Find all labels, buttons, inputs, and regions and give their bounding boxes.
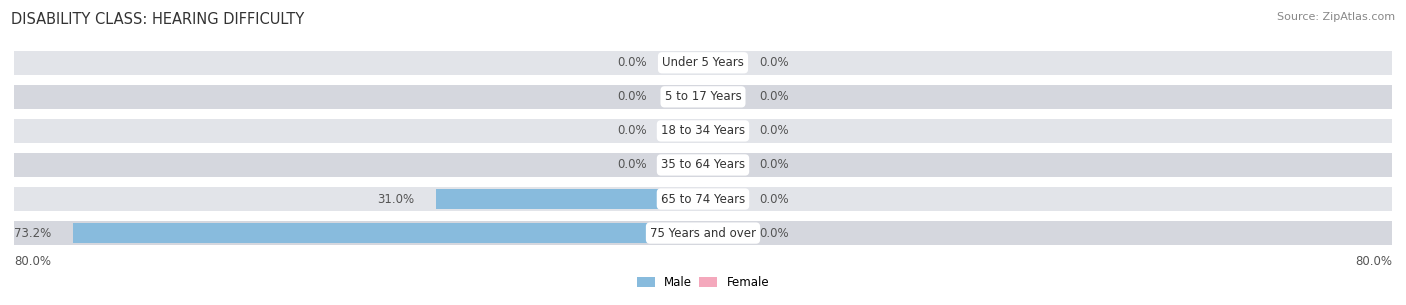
Bar — [73, 223, 703, 243]
Text: 65 to 74 Years: 65 to 74 Years — [661, 192, 745, 206]
Text: 80.0%: 80.0% — [14, 255, 51, 268]
Legend: Male, Female: Male, Female — [637, 276, 769, 289]
Bar — [703, 53, 738, 73]
Text: 80.0%: 80.0% — [1355, 255, 1392, 268]
Text: 18 to 34 Years: 18 to 34 Years — [661, 124, 745, 137]
Text: 35 to 64 Years: 35 to 64 Years — [661, 159, 745, 171]
Bar — [14, 51, 1392, 75]
Text: 0.0%: 0.0% — [759, 192, 789, 206]
Text: 0.0%: 0.0% — [759, 227, 789, 239]
Text: 0.0%: 0.0% — [759, 56, 789, 69]
Bar — [669, 87, 703, 107]
Text: 0.0%: 0.0% — [759, 90, 789, 103]
Bar — [703, 223, 738, 243]
Text: 0.0%: 0.0% — [617, 159, 647, 171]
Bar — [703, 189, 738, 209]
Bar — [669, 53, 703, 73]
Bar — [703, 87, 738, 107]
Text: 0.0%: 0.0% — [617, 56, 647, 69]
Bar — [669, 155, 703, 175]
Text: 0.0%: 0.0% — [617, 124, 647, 137]
Text: DISABILITY CLASS: HEARING DIFFICULTY: DISABILITY CLASS: HEARING DIFFICULTY — [11, 12, 305, 27]
Text: 5 to 17 Years: 5 to 17 Years — [665, 90, 741, 103]
Text: 0.0%: 0.0% — [759, 124, 789, 137]
Bar — [14, 187, 1392, 211]
Bar — [14, 153, 1392, 177]
Text: 73.2%: 73.2% — [14, 227, 51, 239]
Text: Source: ZipAtlas.com: Source: ZipAtlas.com — [1277, 12, 1395, 22]
Text: 0.0%: 0.0% — [759, 159, 789, 171]
Bar — [14, 119, 1392, 143]
Bar — [669, 121, 703, 141]
Bar — [14, 84, 1392, 109]
Text: 0.0%: 0.0% — [617, 90, 647, 103]
Bar — [436, 189, 703, 209]
Text: 75 Years and over: 75 Years and over — [650, 227, 756, 239]
Text: Under 5 Years: Under 5 Years — [662, 56, 744, 69]
Bar — [703, 155, 738, 175]
Bar — [14, 221, 1392, 245]
Text: 31.0%: 31.0% — [377, 192, 415, 206]
Bar — [703, 121, 738, 141]
